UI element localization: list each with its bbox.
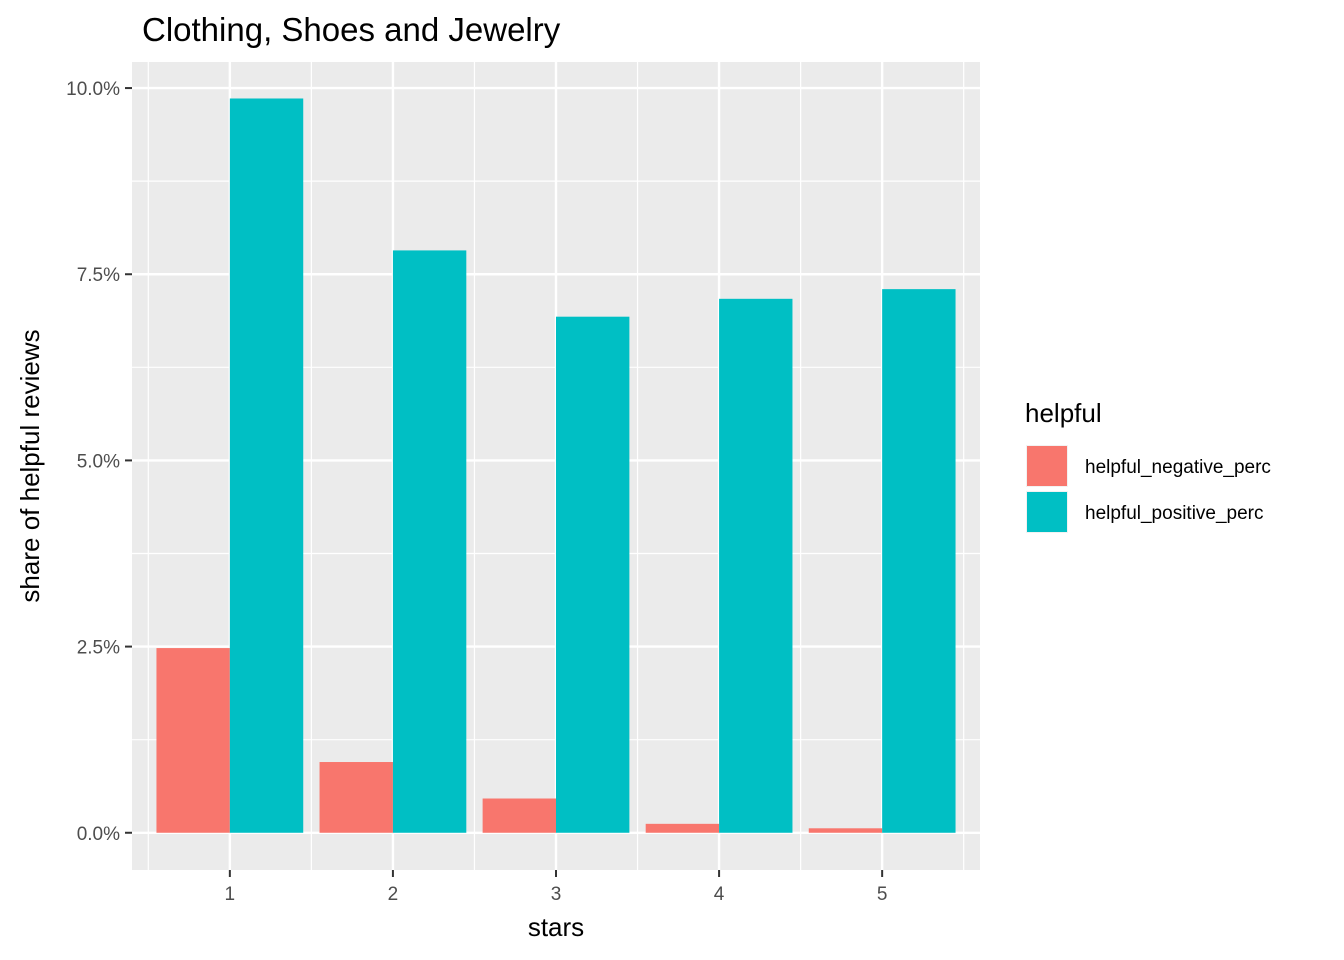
y-tick-label: 10.0% <box>66 79 120 100</box>
y-tick-label: 7.5% <box>77 265 120 286</box>
legend-title: helpful <box>1025 398 1102 428</box>
x-tick-label: 5 <box>877 884 888 905</box>
legend-label-helpful_negative_perc: helpful_negative_perc <box>1085 457 1271 478</box>
legend: helpful helpful_negative_perc helpful_pos… <box>1025 398 1271 533</box>
y-tick-label: 2.5% <box>77 638 120 659</box>
bars <box>156 98 956 833</box>
legend-swatch-helpful_negative_perc <box>1027 446 1067 486</box>
bar-helpful_negative_perc-5 <box>808 828 883 833</box>
y-tick-label: 5.0% <box>77 451 120 472</box>
x-axis: 1 2 3 4 5 <box>225 870 888 905</box>
y-tick-label: 0.0% <box>77 824 120 845</box>
legend-label-helpful_positive_perc: helpful_positive_perc <box>1085 503 1264 524</box>
x-axis-title: stars <box>528 912 584 942</box>
x-tick-label: 1 <box>225 884 236 905</box>
legend-swatch-helpful_positive_perc <box>1027 492 1067 532</box>
chart-title: Clothing, Shoes and Jewelry <box>142 11 561 48</box>
bar-helpful_positive_perc-4 <box>719 298 793 833</box>
bar-helpful_positive_perc-3 <box>556 316 630 833</box>
y-axis-title: share of helpful reviews <box>15 329 45 602</box>
x-tick-label: 3 <box>551 884 562 905</box>
x-tick-label: 2 <box>388 884 399 905</box>
bar-helpful_negative_perc-2 <box>319 762 393 833</box>
bar-helpful_positive_perc-2 <box>392 250 467 833</box>
bar-helpful_positive_perc-5 <box>882 289 956 833</box>
bar-helpful_negative_perc-4 <box>645 823 720 833</box>
x-tick-label: 4 <box>714 884 725 905</box>
bar-helpful_positive_perc-1 <box>229 98 304 833</box>
y-axis: 0.0% 2.5% 5.0% 7.5% 10.0% <box>66 79 132 845</box>
bar-helpful_negative_perc-3 <box>482 798 556 833</box>
bar-helpful_negative_perc-1 <box>156 648 230 833</box>
